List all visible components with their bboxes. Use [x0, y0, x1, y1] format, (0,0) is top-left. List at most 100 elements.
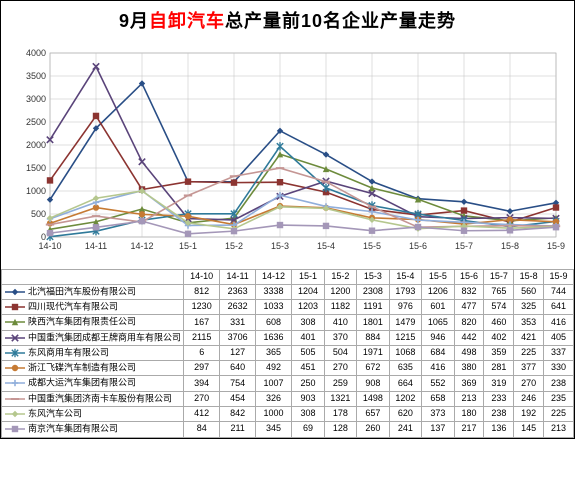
- value-cell: 1204: [292, 284, 324, 299]
- value-cell: 451: [292, 361, 324, 376]
- value-cell: 369: [454, 376, 484, 391]
- value-cell: 217: [454, 422, 484, 437]
- value-cell: 1065: [422, 315, 454, 330]
- value-cell: 884: [357, 330, 389, 345]
- series-name: 中国重汽集团成都王牌商用车有限公司: [2, 330, 184, 345]
- value-cell: 454: [220, 391, 255, 406]
- value-cell: 976: [389, 300, 421, 315]
- data-table: 14-1014-1114-1215-115-215-315-415-515-61…: [1, 269, 574, 438]
- value-cell: 2115: [184, 330, 220, 345]
- value-cell: 635: [389, 361, 421, 376]
- value-cell: 325: [514, 300, 544, 315]
- value-cell: 402: [484, 330, 514, 345]
- value-cell: 331: [220, 315, 255, 330]
- chart-title: 9月自卸汽车总产量前10名企业产量走势: [1, 1, 574, 39]
- value-cell: 1182: [324, 300, 356, 315]
- value-cell: 421: [514, 330, 544, 345]
- value-cell: 1321: [324, 391, 356, 406]
- value-cell: 460: [484, 315, 514, 330]
- value-cell: 270: [184, 391, 220, 406]
- svg-text:3000: 3000: [25, 94, 45, 104]
- svg-text:15-4: 15-4: [316, 241, 334, 251]
- value-cell: 908: [357, 376, 389, 391]
- value-cell: 832: [454, 284, 484, 299]
- table-row: 陕西汽车集团有限责任公司1673316083084101801147910658…: [2, 315, 574, 330]
- value-cell: 2308: [357, 284, 389, 299]
- value-cell: 1068: [389, 345, 421, 360]
- value-cell: 365: [255, 345, 291, 360]
- value-cell: 370: [324, 330, 356, 345]
- value-cell: 2632: [220, 300, 255, 315]
- value-cell: 498: [454, 345, 484, 360]
- chart-svg: 0500100015002000250030003500400014-1014-…: [8, 39, 568, 269]
- value-cell: 641: [544, 300, 574, 315]
- value-cell: 235: [544, 391, 574, 406]
- svg-text:3500: 3500: [25, 71, 45, 81]
- value-cell: 477: [454, 300, 484, 315]
- value-cell: 1033: [255, 300, 291, 315]
- value-cell: 1479: [389, 315, 421, 330]
- value-cell: 128: [324, 422, 356, 437]
- value-cell: 380: [454, 361, 484, 376]
- month-header: 15-5: [422, 270, 454, 285]
- series-name: 北汽福田汽车股份有限公司: [2, 284, 184, 299]
- svg-text:15-9: 15-9: [546, 241, 564, 251]
- value-cell: 744: [544, 284, 574, 299]
- value-cell: 552: [422, 376, 454, 391]
- svg-text:500: 500: [30, 209, 45, 219]
- month-header: 14-10: [184, 270, 220, 285]
- series-name: 成都大运汽车集团有限公司: [2, 376, 184, 391]
- value-cell: 664: [389, 376, 421, 391]
- value-cell: 373: [422, 407, 454, 422]
- table-row: 四川现代汽车有限公司123026321033120311821191976601…: [2, 300, 574, 315]
- value-cell: 326: [255, 391, 291, 406]
- value-cell: 412: [184, 407, 220, 422]
- value-cell: 319: [484, 376, 514, 391]
- month-header: 14-11: [220, 270, 255, 285]
- value-cell: 657: [357, 407, 389, 422]
- month-header: 15-2: [324, 270, 356, 285]
- value-cell: 225: [514, 345, 544, 360]
- svg-text:1000: 1000: [25, 186, 45, 196]
- svg-text:14-10: 14-10: [38, 241, 61, 251]
- value-cell: 620: [389, 407, 421, 422]
- value-cell: 574: [484, 300, 514, 315]
- value-cell: 178: [324, 407, 356, 422]
- series-name: 东风商用车有限公司: [2, 345, 184, 360]
- value-cell: 213: [544, 422, 574, 437]
- series-name: 四川现代汽车有限公司: [2, 300, 184, 315]
- value-cell: 1971: [357, 345, 389, 360]
- value-cell: 145: [514, 422, 544, 437]
- month-header: 15-9: [544, 270, 574, 285]
- svg-text:2000: 2000: [25, 140, 45, 150]
- value-cell: 754: [220, 376, 255, 391]
- value-cell: 1000: [255, 407, 291, 422]
- value-cell: 1498: [357, 391, 389, 406]
- value-cell: 1200: [324, 284, 356, 299]
- month-header: 15-8: [514, 270, 544, 285]
- value-cell: 167: [184, 315, 220, 330]
- value-cell: 136: [484, 422, 514, 437]
- month-header: 15-1: [292, 270, 324, 285]
- svg-text:1500: 1500: [25, 163, 45, 173]
- value-cell: 238: [544, 376, 574, 391]
- table-row: 北汽福田汽车股份有限公司8122363333812041200230817931…: [2, 284, 574, 299]
- value-cell: 308: [292, 407, 324, 422]
- value-cell: 946: [422, 330, 454, 345]
- month-header: 15-3: [357, 270, 389, 285]
- value-cell: 250: [292, 376, 324, 391]
- series-name: 东风汽车公司: [2, 407, 184, 422]
- title-suffix: 总产量前10名企业产量走势: [225, 11, 456, 31]
- table-row: 中国重汽集团济南卡车股份有限公司270454326903132114981202…: [2, 391, 574, 406]
- table-row: 东风商用车有限公司6127365505504197110686844983592…: [2, 345, 574, 360]
- value-cell: 672: [357, 361, 389, 376]
- value-cell: 6: [184, 345, 220, 360]
- value-cell: 213: [454, 391, 484, 406]
- svg-text:14-12: 14-12: [130, 241, 153, 251]
- value-cell: 353: [514, 315, 544, 330]
- svg-text:15-5: 15-5: [362, 241, 380, 251]
- svg-text:15-2: 15-2: [224, 241, 242, 251]
- month-header: 15-4: [389, 270, 421, 285]
- value-cell: 608: [255, 315, 291, 330]
- svg-text:14-11: 14-11: [84, 241, 106, 251]
